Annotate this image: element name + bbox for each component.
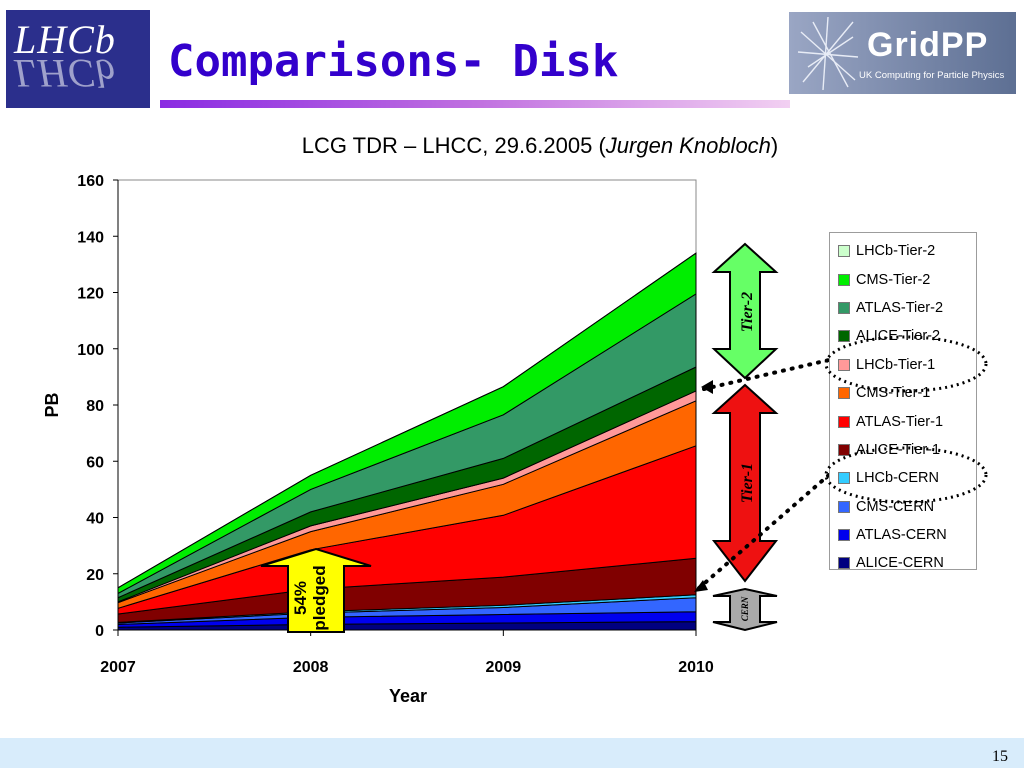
y-tick-label: 140 (77, 229, 104, 246)
legend-label: ALICE-Tier-2 (856, 328, 941, 345)
y-tick-label: 80 (86, 398, 104, 415)
legend-label: ALICE-Tier-1 (856, 441, 941, 458)
legend-item: CMS-CERN (830, 493, 976, 521)
chart-legend: LHCb-Tier-2 CMS-Tier-2 ATLAS-Tier-2 ALICE-T… (829, 232, 977, 571)
pledged-arrow: 54% pledged (260, 547, 372, 633)
legend-item: ATLAS-CERN (830, 521, 976, 549)
tier1-connector-line (702, 358, 831, 391)
x-tick-label: 2007 (100, 659, 136, 676)
legend-item: ALICE-CERN (830, 549, 976, 577)
lhcb-logo: LHCb LHCb (6, 10, 150, 108)
legend-label: CMS-Tier-2 (856, 271, 931, 288)
legend-label: LHCb-Tier-2 (856, 243, 936, 260)
legend-swatch (838, 529, 850, 542)
legend-item: ATLAS-Tier-1 (830, 407, 976, 435)
legend-item: LHCb-Tier-2 (830, 237, 976, 265)
chart-subtitle: LCG TDR – LHCC, 29.6.2005 (Jurgen Knoblo… (0, 133, 1024, 159)
page-title: Comparisons- Disk (168, 36, 619, 87)
footer-bar (0, 738, 1024, 768)
legend-label: ALICE-CERN (856, 555, 944, 572)
tier1-double-arrow: Tier-1 (711, 383, 779, 583)
gridpp-logo: GridPP UK Computing for Particle Physics (789, 12, 1016, 94)
y-tick-label: 60 (86, 454, 104, 471)
legend-label: CMS-CERN (856, 498, 935, 515)
legend-item: ALICE-Tier-1 (830, 436, 976, 464)
x-tick-label: 2009 (486, 659, 522, 676)
y-tick-label: 20 (86, 567, 104, 584)
cern-arrow-label: CERN (740, 596, 750, 621)
subtitle-author: Jurgen Knobloch (605, 133, 771, 158)
grid-globe-icon (797, 16, 859, 91)
subtitle-main: LCG TDR – LHCC, 29.6.2005 ( (301, 133, 606, 158)
legend-label: LHCb-Tier-1 (856, 356, 936, 373)
y-tick-label: 100 (77, 342, 104, 359)
legend-swatch (838, 387, 850, 400)
gridpp-logo-text: GridPP (867, 26, 989, 64)
legend-label: ATLAS-CERN (856, 527, 947, 544)
pledged-label: pledged (310, 565, 329, 630)
y-axis-title: PB (42, 392, 62, 417)
legend-label: CMS-Tier-1 (856, 385, 931, 402)
legend-swatch (838, 301, 850, 314)
legend-item: CMS-Tier-2 (830, 265, 976, 293)
legend-swatch (838, 330, 850, 343)
legend-item: LHCb-Tier-1 (830, 351, 976, 379)
legend-swatch (838, 500, 850, 513)
title-underline-bar (160, 100, 790, 108)
tier1-arrow-label: Tier-1 (739, 463, 756, 503)
lhcb-logo-text: LHCb (14, 17, 116, 62)
legend-swatch (838, 273, 850, 286)
page-number: 15 (992, 748, 1008, 765)
legend-swatch (838, 415, 850, 428)
legend-swatch (838, 557, 850, 570)
cern-connector-arrowhead (694, 580, 708, 592)
y-tick-label: 120 (77, 286, 104, 303)
tier1-connector-arrowhead (701, 380, 713, 394)
stacked-area-chart: 0 20 40 60 80 100 120 140 160 2007 2008 2009 2010 Ye… (42, 173, 832, 706)
gridpp-logo-subtitle: UK Computing for Particle Physics (859, 70, 1005, 81)
legend-item: ALICE-Tier-2 (830, 322, 976, 350)
legend-label: ATLAS-Tier-1 (856, 413, 944, 430)
cern-connector-line (697, 472, 832, 590)
legend-item: ATLAS-Tier-2 (830, 294, 976, 322)
pledged-percent: 54% (291, 581, 310, 615)
y-tick-label: 40 (86, 511, 104, 528)
y-tick-label: 0 (95, 623, 104, 640)
subtitle-close: ) (770, 133, 779, 158)
legend-swatch (838, 443, 850, 456)
legend-swatch (838, 245, 850, 258)
x-tick-label: 2008 (293, 659, 329, 676)
cern-double-arrow: CERN (712, 587, 778, 632)
legend-label: LHCb-CERN (856, 470, 939, 487)
legend-item: LHCb-CERN (830, 464, 976, 492)
legend-swatch (838, 358, 850, 371)
area-series-lhcb-tier-2 (117, 252, 697, 589)
legend-swatch (838, 472, 850, 485)
tier2-arrow-label: Tier-2 (739, 292, 756, 332)
x-tick-label: 2010 (678, 659, 714, 676)
tier2-double-arrow: Tier-2 (711, 242, 779, 380)
y-tick-label: 160 (77, 173, 104, 190)
legend-label: ATLAS-Tier-2 (856, 299, 944, 316)
legend-item: CMS-Tier-1 (830, 379, 976, 407)
x-axis-title: Year (389, 686, 427, 706)
